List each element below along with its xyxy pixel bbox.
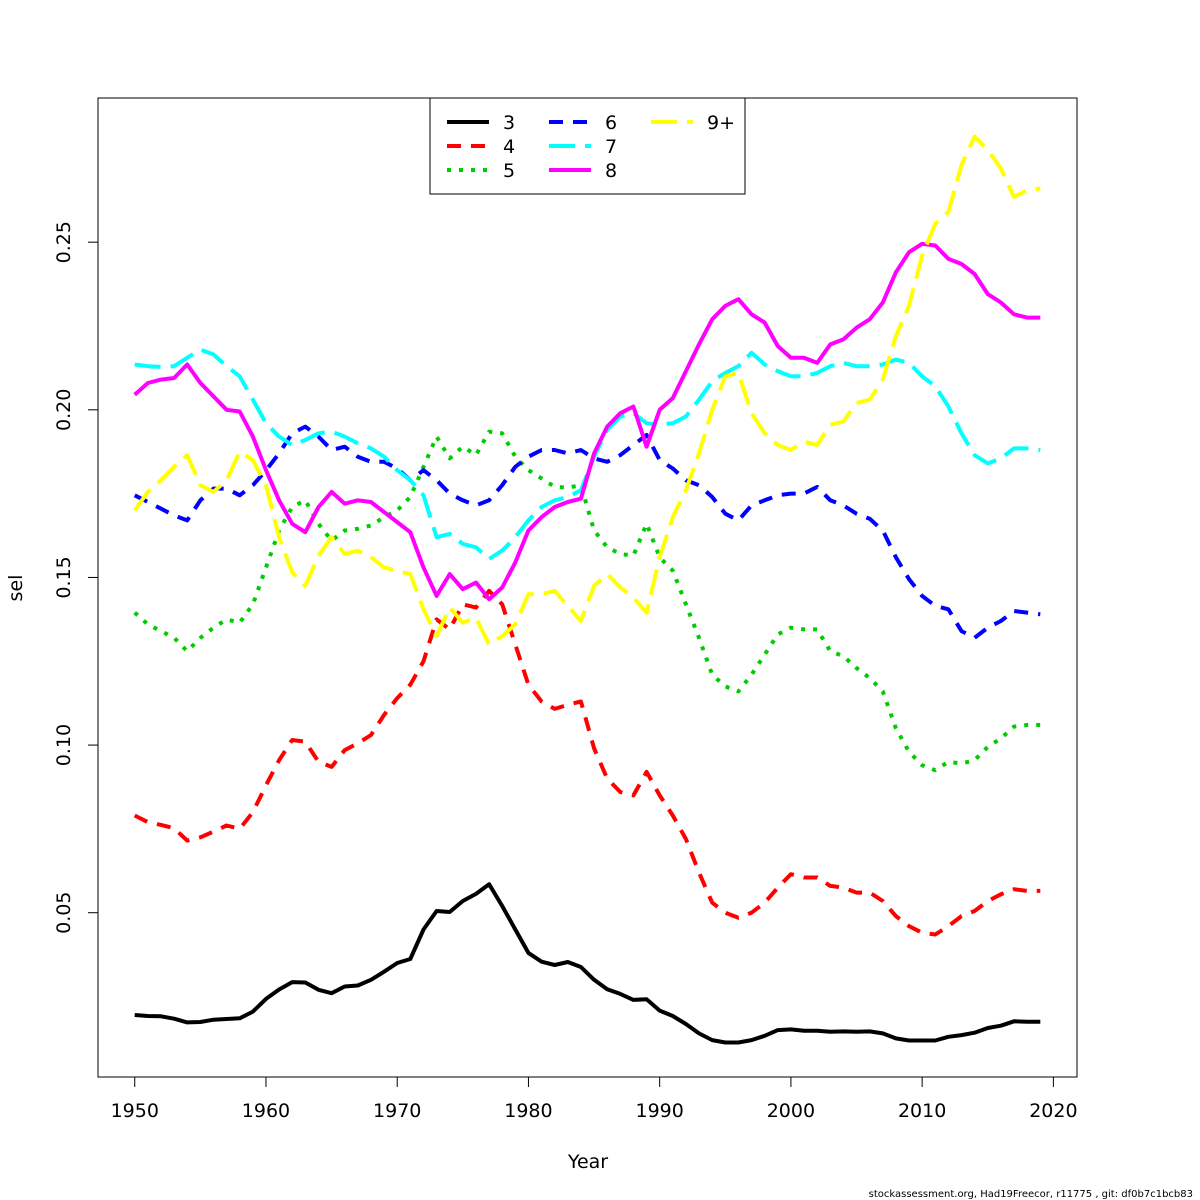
- x-tick-label: 2010: [898, 1100, 946, 1122]
- y-axis: 0.05 0.10 0.15 0.20 0.25: [53, 221, 99, 934]
- x-axis-label: Year: [567, 1151, 608, 1173]
- legend-label: 6: [605, 112, 617, 134]
- series-line-8: [133, 241, 1041, 602]
- legend-label: 8: [605, 160, 617, 182]
- legend-label: 4: [503, 136, 515, 158]
- legend-label: 9+: [707, 112, 735, 134]
- x-axis: 1950 1960 1970 1980 1990 2000 2010 2020: [111, 1076, 1078, 1122]
- x-tick-label: 1990: [635, 1100, 683, 1122]
- y-tick-label: 0.20: [53, 389, 75, 431]
- x-tick-label: 1950: [111, 1100, 159, 1122]
- legend: 345 678 9+: [429, 97, 746, 195]
- series-line-4: [133, 588, 1041, 937]
- series-line-9plus: [133, 134, 1041, 647]
- y-tick-label: 0.10: [53, 724, 75, 766]
- series-line-3: [134, 882, 1041, 1045]
- y-tick-label: 0.05: [53, 892, 75, 934]
- y-tick-label: 0.15: [53, 556, 75, 598]
- x-tick-label: 1970: [373, 1100, 421, 1122]
- legend-label: 3: [503, 112, 515, 134]
- x-tick-label: 2020: [1029, 1100, 1077, 1122]
- legend-label: 7: [605, 136, 617, 158]
- series-line-6: [133, 424, 1041, 640]
- footer-credit: stockassessment.org, Had19Freecor, r1177…: [869, 1189, 1193, 1200]
- x-tick-label: 2000: [767, 1100, 815, 1122]
- x-tick-label: 1960: [242, 1100, 290, 1122]
- series-layer: [133, 134, 1041, 1045]
- legend-label: 5: [503, 160, 515, 182]
- y-tick-label: 0.25: [53, 221, 75, 263]
- x-tick-label: 1980: [504, 1100, 552, 1122]
- y-axis-label: sel: [5, 575, 27, 602]
